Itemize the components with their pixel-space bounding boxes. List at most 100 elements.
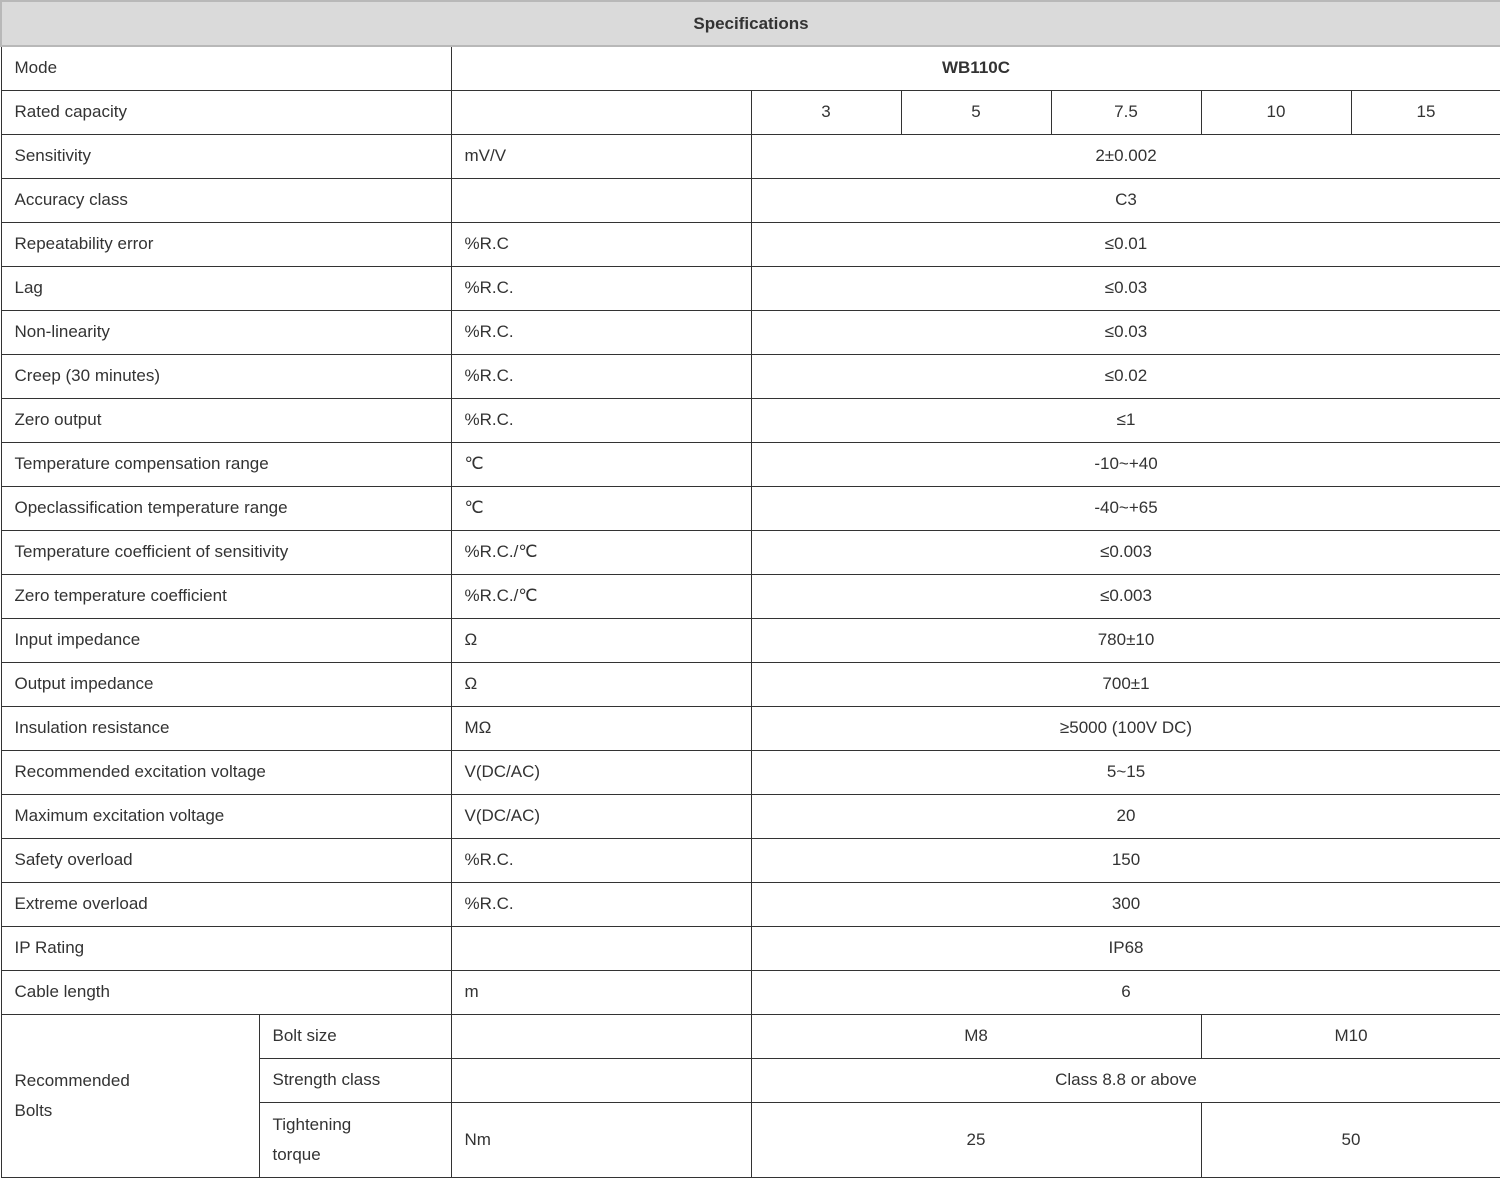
capacity-value: 10 [1200,89,1352,135]
row-value: ≥5000 (100V DC) [750,705,1500,751]
table-row-strength-class: Strength class Class 8.8 or above [1,1057,1500,1103]
row-unit: %R.C. [450,397,752,443]
row-unit [450,1057,752,1103]
row-value: C3 [750,177,1500,223]
row-value: ≤0.01 [750,221,1500,267]
row-unit: %R.C. [450,309,752,355]
torque-value: 50 [1200,1101,1500,1178]
row-unit [450,89,752,135]
row-value: 150 [750,837,1500,883]
row-label: Mode [0,45,452,91]
table-title: Specifications [0,0,1500,47]
row-value: ≤0.03 [750,265,1500,311]
row-value: IP68 [750,925,1500,971]
table-row: Creep (30 minutes) %R.C. ≤0.02 [0,353,1500,399]
row-label: Safety overload [0,837,452,883]
row-unit: V(DC/AC) [450,793,752,839]
row-label: Opeclassification temperature range [0,485,452,531]
table-row: Lag %R.C. ≤0.03 [0,265,1500,311]
group-label-line: Recommended [14,1070,130,1090]
table-row: IP Rating IP68 [0,925,1500,971]
table-row: Opeclassification temperature range ℃ -40~… [0,485,1500,531]
row-unit: m [450,969,752,1015]
row-unit: %R.C./℃ [450,573,752,619]
model-value: WB110C [450,45,1500,91]
row-label: Recommended excitation voltage [0,749,452,795]
capacity-value: 7.5 [1050,89,1202,135]
row-value: ≤0.003 [750,573,1500,619]
row-unit: Nm [450,1101,752,1178]
row-value: 780±10 [750,617,1500,663]
row-unit [450,925,752,971]
row-unit: Ω [450,661,752,707]
row-label: Sensitivity [0,133,452,179]
row-unit: MΩ [450,705,752,751]
table-row: Insulation resistance MΩ ≥5000 (100V DC) [0,705,1500,751]
row-label: Creep (30 minutes) [0,353,452,399]
table-row-rated-capacity: Rated capacity 3 5 7.5 10 15 [0,89,1500,135]
capacity-value: 3 [750,89,902,135]
torque-value: 25 [750,1101,1202,1178]
row-value: -10~+40 [750,441,1500,487]
table-row-model: Mode WB110C [0,45,1500,91]
bolt-size-value: M10 [1200,1013,1500,1059]
recommended-bolts-label: Recommended Bolts [0,1013,260,1178]
table-row: Cable length m 6 [0,969,1500,1015]
label-line: torque [272,1144,321,1164]
row-label: Cable length [0,969,452,1015]
row-value: 700±1 [750,661,1500,707]
row-value: 20 [750,793,1500,839]
row-unit [450,177,752,223]
table-row: Zero temperature coefficient %R.C./℃ ≤0.00… [0,573,1500,619]
table-row: Temperature compensation range ℃ -10~+40 [0,441,1500,487]
row-unit: %R.C [450,221,752,267]
row-label: Extreme overload [0,881,452,927]
capacity-value: 5 [900,89,1052,135]
capacity-value: 15 [1350,89,1500,135]
table-row: Maximum excitation voltage V(DC/AC) 20 [0,793,1500,839]
row-unit: %R.C./℃ [450,529,752,575]
row-value: 6 [750,969,1500,1015]
row-value: ≤1 [750,397,1500,443]
table-row: Recommended excitation voltage V(DC/AC) 5~… [0,749,1500,795]
row-value: ≤0.02 [750,353,1500,399]
row-unit: %R.C. [450,881,752,927]
row-value: -40~+65 [750,485,1500,531]
row-unit: mV/V [450,133,752,179]
row-label: Input impedance [0,617,452,663]
row-label: Zero temperature coefficient [0,573,452,619]
row-value: 5~15 [750,749,1500,795]
row-label: Temperature coefficient of sensitivity [0,529,452,575]
row-unit: ℃ [450,485,752,531]
table-row: Output impedance Ω 700±1 [0,661,1500,707]
row-unit: %R.C. [450,353,752,399]
table-row: Non-linearity %R.C. ≤0.03 [0,309,1500,355]
table-row-bolt-size: Recommended Bolts Bolt size M8 M10 [0,1013,1500,1178]
row-label: Accuracy class [0,177,452,223]
row-label: Bolt size [258,1013,452,1059]
row-label: IP Rating [0,925,452,971]
row-label: Non-linearity [0,309,452,355]
row-label: Strength class [258,1057,452,1103]
row-label: Rated capacity [0,89,452,135]
strength-value: Class 8.8 or above [750,1057,1500,1103]
bolt-size-value: M8 [750,1013,1202,1059]
row-unit: V(DC/AC) [450,749,752,795]
table-row: Repeatability error %R.C ≤0.01 [0,221,1500,267]
row-unit: Ω [450,617,752,663]
table-row: Extreme overload %R.C. 300 [0,881,1500,927]
table-header-row: Specifications [0,0,1500,47]
row-unit [450,1013,752,1059]
row-label: Output impedance [0,661,452,707]
table-row-tightening-torque: Tightening torque Nm 25 50 [1,1101,1500,1178]
row-label: Insulation resistance [0,705,452,751]
row-label: Maximum excitation voltage [0,793,452,839]
row-unit: ℃ [450,441,752,487]
row-value: ≤0.003 [750,529,1500,575]
row-label: Repeatability error [0,221,452,267]
row-unit: %R.C. [450,265,752,311]
table-row: Temperature coefficient of sensitivity %R… [0,529,1500,575]
label-line: Tightening [272,1114,352,1134]
row-value: 2±0.002 [750,133,1500,179]
